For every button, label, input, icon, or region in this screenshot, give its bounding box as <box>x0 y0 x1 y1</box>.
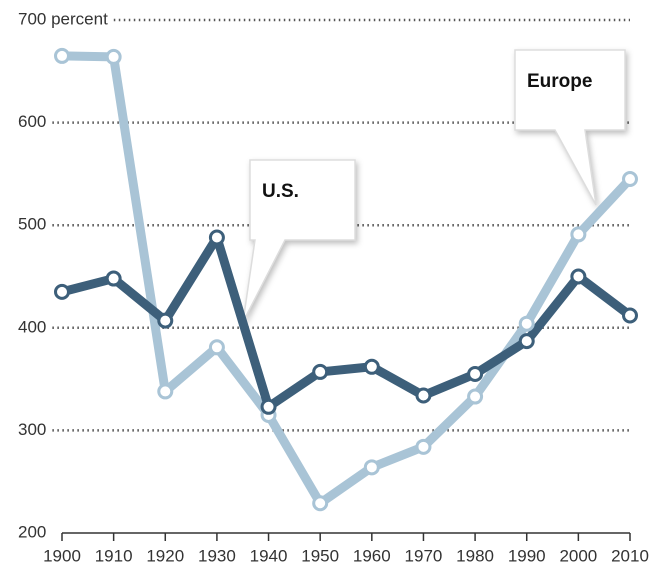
x-tick-label: 1980 <box>456 546 494 565</box>
x-tick-label: 2010 <box>611 546 649 565</box>
data-point <box>467 365 484 382</box>
data-point <box>260 398 277 415</box>
x-tick-label: 1930 <box>198 546 236 565</box>
y-tick-label: 200 <box>18 522 46 541</box>
legend-label: U.S. <box>262 181 299 202</box>
data-point <box>363 358 380 375</box>
x-tick-label: 1960 <box>353 546 391 565</box>
x-tick-label: 1900 <box>43 546 81 565</box>
data-point <box>415 438 432 455</box>
data-point <box>157 312 174 329</box>
data-point <box>363 459 380 476</box>
data-point <box>54 47 70 64</box>
data-point <box>467 388 484 405</box>
callout-box <box>514 49 626 206</box>
x-tick-label: 2000 <box>559 546 597 565</box>
x-tick-label: 1990 <box>508 546 546 565</box>
data-point <box>570 268 587 285</box>
x-tick-label: 1910 <box>95 546 133 565</box>
data-point <box>312 495 329 512</box>
data-point <box>518 315 535 332</box>
y-tick-label: 600 <box>18 112 46 131</box>
y-tick-label: 400 <box>18 317 46 336</box>
data-point <box>54 283 70 300</box>
callout-box <box>242 159 356 323</box>
y-tick-label: 500 <box>18 215 46 234</box>
x-tick-label: 1970 <box>405 546 443 565</box>
legend-label: Europe <box>527 71 592 92</box>
data-point <box>518 333 535 350</box>
series-line <box>60 233 633 412</box>
data-point <box>208 339 225 356</box>
data-point <box>105 48 122 65</box>
data-point <box>105 270 122 287</box>
data-point <box>415 387 432 404</box>
data-point <box>622 307 638 324</box>
data-point <box>157 383 174 400</box>
x-tick-label: 1950 <box>301 546 339 565</box>
x-tick-label: 1920 <box>146 546 184 565</box>
data-point <box>622 171 638 188</box>
x-tick-label: 1940 <box>250 546 288 565</box>
data-point <box>570 226 587 243</box>
y-tick-label: 300 <box>18 420 46 439</box>
series-line <box>61 51 634 508</box>
data-point <box>312 363 329 380</box>
data-point <box>208 229 225 246</box>
y-tick-label: 700 percent <box>18 9 108 28</box>
